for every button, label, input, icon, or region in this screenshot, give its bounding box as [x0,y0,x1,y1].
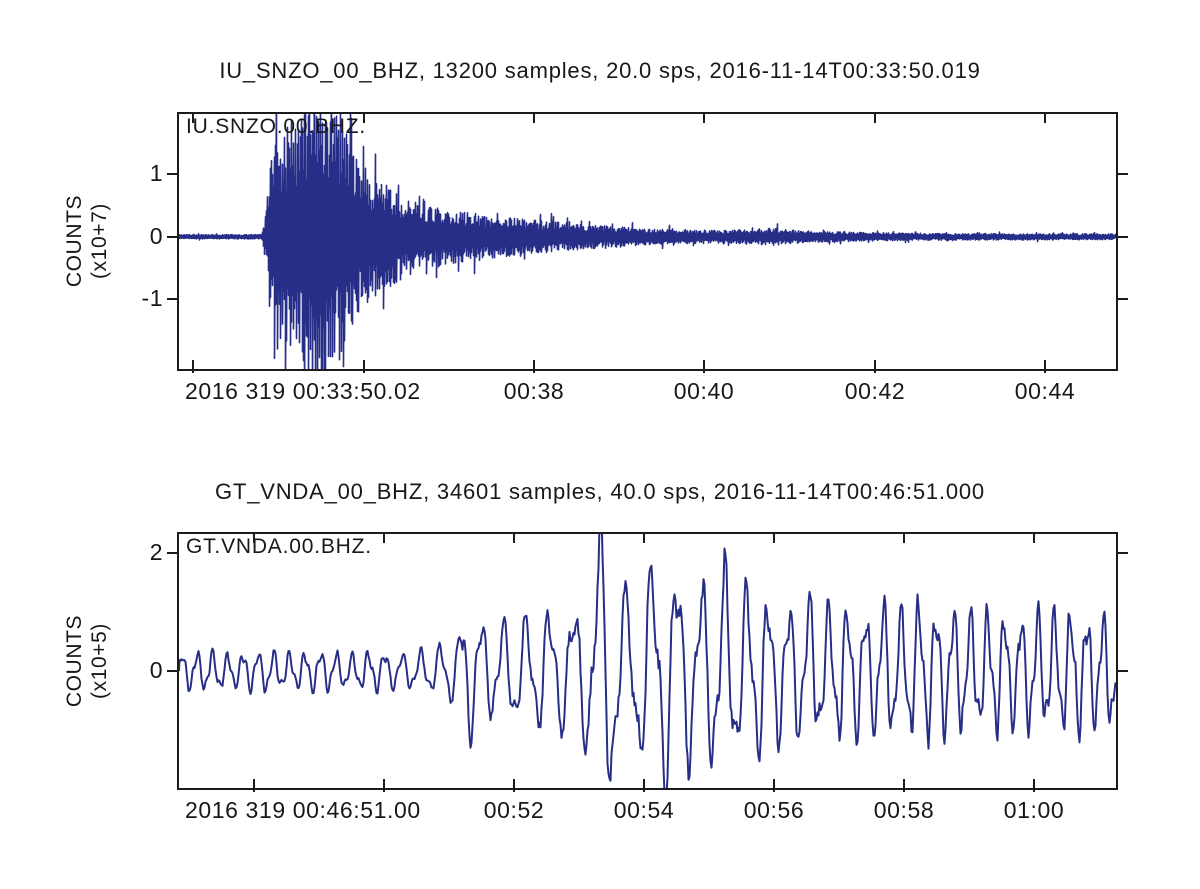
plot-1-xtick-bottom-5 [773,779,775,792]
plot-0-ytick-right-2 [1118,298,1128,300]
plot-1-ylabel-line2: (x10+5) [88,623,111,699]
plot-0-xtick-label-6: 00:44 [1014,378,1076,404]
plot-1-xtick-bottom-6 [903,779,905,792]
plot-0-xtick-top-4 [703,114,705,123]
plot-1-xtick-label-3: 00:52 [483,797,545,823]
plot-0-xtick-label-0: 2016 319 00:33:50.02 [185,378,421,404]
plot-0-xtick-bottom-5 [874,360,876,373]
plot-0-y-axis-label: COUNTS (x10+7) [62,91,114,391]
plot-0-ytick-label-1: 0 [149,223,163,249]
plot-1-xtick-top-7 [1033,534,1035,543]
plot-1-xtick-label-7: 01:00 [1003,797,1065,823]
plot-0-xtick-bottom-3 [533,360,535,373]
plot-1-ylabel-line1: COUNTS [63,614,86,708]
plot-1-xtick-bottom-3 [513,779,515,792]
plot-1-xtick-label-6: 00:58 [873,797,935,823]
plot-1-xtick-top-2 [383,534,385,543]
plot-0-xtick-bottom-6 [1044,360,1046,373]
plot-0-ylabel-line1: COUNTS [63,194,86,288]
plot-1-xtick-top-1 [253,534,255,543]
plot-0-ytick-label-0: 1 [149,160,163,186]
plot-0-ytick-right-1 [1118,236,1128,238]
plot-0-xtick-top-1 [192,114,194,123]
plot-0-xtick-top-5 [874,114,876,123]
plot-1-waveform-canvas [179,534,1116,788]
plot-1-xtick-bottom-2 [383,779,385,792]
plot-0-ytick-left-1 [167,236,177,238]
plot-1-ytick-left-0 [167,552,177,554]
plot-1-title: GT_VNDA_00_BHZ, 34601 samples, 40.0 sps,… [215,479,985,504]
plot-1-ytick-label-0: 2 [149,539,163,565]
plot-0-xtick-top-6 [1044,114,1046,123]
plot-1-xtick-label-4: 00:54 [613,797,675,823]
plot-1-ytick-right-1 [1118,670,1128,672]
plot-1-xtick-top-4 [643,534,645,543]
plot-0-xtick-label-3: 00:38 [503,378,565,404]
plot-0-xtick-bottom-2 [363,360,365,373]
plot-0-xtick-top-2 [363,114,365,123]
plot-0-xtick-label-4: 00:40 [673,378,735,404]
plot-1-trace-label: GT.VNDA.00.BHZ. [186,535,372,558]
plot-1-xtick-label-0: 2016 319 00:46:51.00 [185,797,421,823]
plot-0-xtick-bottom-1 [192,360,194,373]
plot-1-ytick-right-0 [1118,552,1128,554]
plot-0-ytick-left-0 [167,173,177,175]
plot-0-axes: IU.SNZO.00.BHZ. 2016 319 00:33:50.02 00:3… [142,112,1128,404]
plot-1-xtick-bottom-1 [253,779,255,792]
plot-1-ytick-left-1 [167,670,177,672]
plot-0-ylabel-line2: (x10+7) [88,203,111,279]
plot-1-axes: GT.VNDA.00.BHZ. 2016 319 00:46:51.00 00:5… [150,532,1128,823]
plot-1-xtick-label-5: 00:56 [743,797,805,823]
plot-1-xtick-top-5 [773,534,775,543]
plot-0-xtick-label-5: 00:42 [844,378,906,404]
plot-1-xtick-top-3 [513,534,515,543]
plot-0-ytick-label-2: -1 [141,285,163,311]
plot-0-ytick-left-2 [167,298,177,300]
plot-0-title: IU_SNZO_00_BHZ, 13200 samples, 20.0 sps,… [219,58,981,83]
plot-1-xtick-bottom-4 [643,779,645,792]
plot-0-trace-label: IU.SNZO.00.BHZ. [186,115,367,138]
plot-0-ytick-right-0 [1118,173,1128,175]
plot-1-y-axis-label: COUNTS (x10+5) [62,511,114,811]
plot-1-xtick-top-6 [903,534,905,543]
plot-1-xtick-bottom-7 [1033,779,1035,792]
plot-0-xtick-top-3 [533,114,535,123]
plot-0-xtick-bottom-4 [703,360,705,373]
plot-0-waveform-canvas [179,114,1116,369]
plot-1-ytick-label-1: 0 [149,657,163,683]
